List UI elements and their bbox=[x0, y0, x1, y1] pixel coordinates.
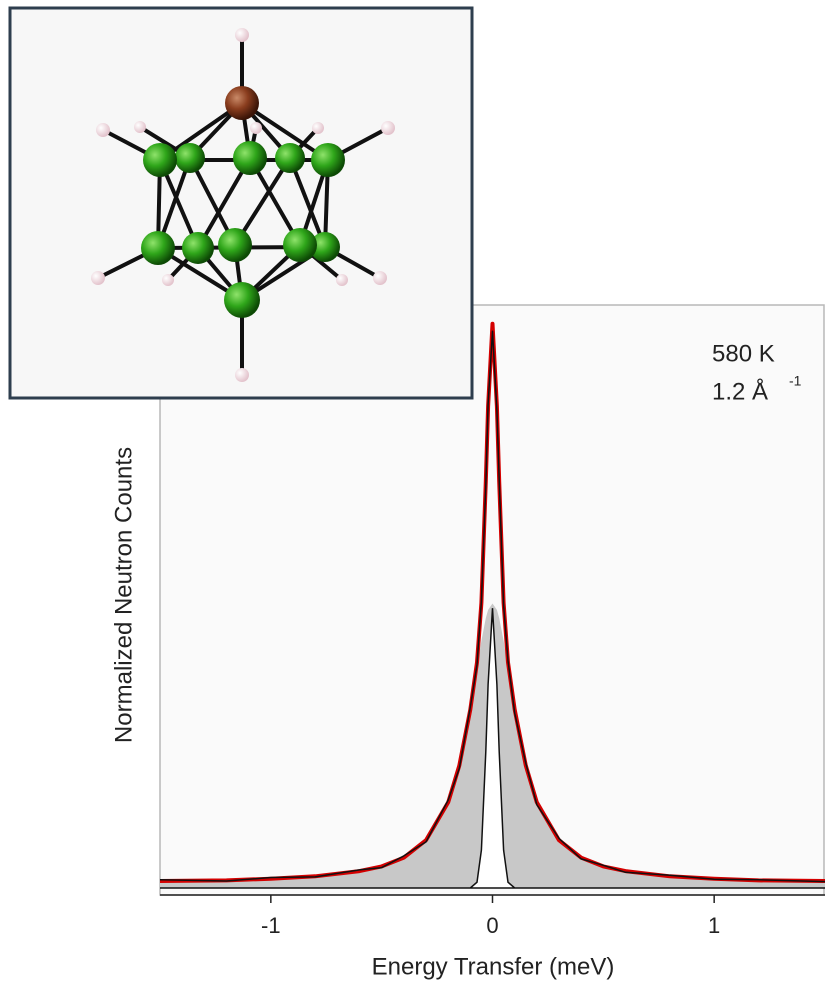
carbon-atom bbox=[225, 86, 259, 120]
figure: Energy Transfer (meV) Normalized Neutron… bbox=[0, 0, 825, 987]
plot: Energy Transfer (meV) Normalized Neutron… bbox=[110, 305, 825, 980]
annotation-superscript: -1 bbox=[789, 373, 802, 389]
annotation: 1.2 Å bbox=[712, 377, 768, 405]
annotation: 580 K bbox=[712, 340, 775, 367]
x-tick-label: 0 bbox=[486, 913, 498, 938]
x-tick-label: -1 bbox=[261, 913, 281, 938]
y-axis-label: Normalized Neutron Counts bbox=[110, 447, 137, 743]
molecule-inset bbox=[10, 8, 472, 398]
x-tick-label: 1 bbox=[708, 913, 720, 938]
x-axis-label: Energy Transfer (meV) bbox=[372, 953, 615, 980]
